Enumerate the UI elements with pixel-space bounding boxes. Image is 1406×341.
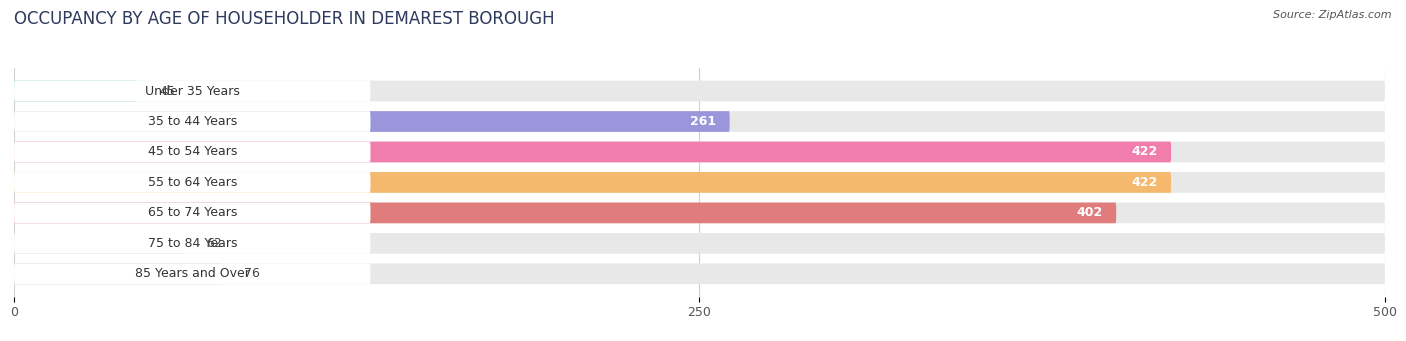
- FancyBboxPatch shape: [14, 111, 730, 132]
- FancyBboxPatch shape: [14, 264, 371, 284]
- Text: Under 35 Years: Under 35 Years: [145, 85, 239, 98]
- Text: 45 to 54 Years: 45 to 54 Years: [148, 146, 238, 159]
- FancyBboxPatch shape: [14, 142, 1171, 162]
- FancyBboxPatch shape: [14, 172, 371, 193]
- FancyBboxPatch shape: [14, 233, 184, 254]
- Text: 62: 62: [207, 237, 222, 250]
- FancyBboxPatch shape: [14, 142, 1385, 162]
- FancyBboxPatch shape: [14, 264, 222, 284]
- Text: 75 to 84 Years: 75 to 84 Years: [148, 237, 238, 250]
- FancyBboxPatch shape: [14, 203, 1116, 223]
- Text: 422: 422: [1130, 176, 1157, 189]
- FancyBboxPatch shape: [14, 142, 371, 162]
- FancyBboxPatch shape: [14, 81, 1385, 101]
- Text: 402: 402: [1076, 206, 1102, 219]
- FancyBboxPatch shape: [14, 264, 1385, 284]
- Text: 65 to 74 Years: 65 to 74 Years: [148, 206, 238, 219]
- FancyBboxPatch shape: [14, 111, 371, 132]
- Text: OCCUPANCY BY AGE OF HOUSEHOLDER IN DEMAREST BOROUGH: OCCUPANCY BY AGE OF HOUSEHOLDER IN DEMAR…: [14, 10, 555, 28]
- Text: 85 Years and Over: 85 Years and Over: [135, 267, 250, 280]
- FancyBboxPatch shape: [14, 81, 138, 101]
- Text: 45: 45: [159, 85, 176, 98]
- FancyBboxPatch shape: [14, 233, 1385, 254]
- FancyBboxPatch shape: [14, 172, 1171, 193]
- Text: 55 to 64 Years: 55 to 64 Years: [148, 176, 238, 189]
- Text: Source: ZipAtlas.com: Source: ZipAtlas.com: [1274, 10, 1392, 20]
- Text: 35 to 44 Years: 35 to 44 Years: [148, 115, 236, 128]
- Text: 261: 261: [690, 115, 716, 128]
- FancyBboxPatch shape: [14, 233, 371, 254]
- FancyBboxPatch shape: [14, 172, 1385, 193]
- FancyBboxPatch shape: [14, 203, 1385, 223]
- Text: 76: 76: [245, 267, 260, 280]
- FancyBboxPatch shape: [14, 203, 371, 223]
- Text: 422: 422: [1130, 146, 1157, 159]
- FancyBboxPatch shape: [14, 81, 371, 101]
- FancyBboxPatch shape: [14, 111, 1385, 132]
